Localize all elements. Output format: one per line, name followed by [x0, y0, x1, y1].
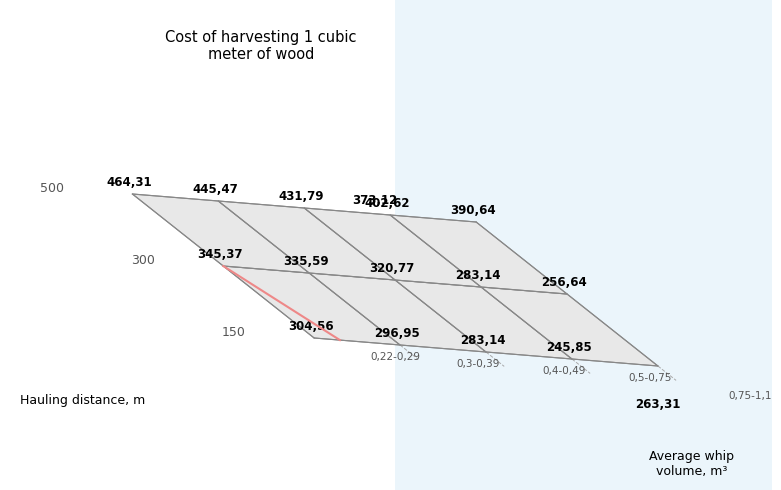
- Text: 0,3-0,39: 0,3-0,39: [457, 359, 500, 369]
- Polygon shape: [132, 194, 309, 273]
- Polygon shape: [309, 273, 486, 352]
- Text: 0,75-1,1: 0,75-1,1: [728, 391, 772, 401]
- Text: 431,79: 431,79: [279, 190, 324, 203]
- Text: 263,31: 263,31: [635, 398, 680, 411]
- Text: Hauling distance, m: Hauling distance, m: [20, 393, 145, 407]
- Text: 500: 500: [40, 182, 63, 195]
- Polygon shape: [223, 266, 400, 345]
- Polygon shape: [395, 0, 772, 490]
- Text: Average whip
volume, m³: Average whip volume, m³: [649, 450, 734, 478]
- Polygon shape: [395, 280, 572, 359]
- Text: 402,62: 402,62: [365, 197, 410, 210]
- Text: 390,64: 390,64: [451, 204, 496, 217]
- Text: 320,77: 320,77: [369, 262, 415, 275]
- Text: Cost of harvesting 1 cubic
meter of wood: Cost of harvesting 1 cubic meter of wood: [166, 30, 357, 62]
- Text: 345,37: 345,37: [198, 248, 243, 261]
- Text: 0,5-0,75: 0,5-0,75: [629, 373, 672, 383]
- Text: 464,31: 464,31: [106, 176, 152, 189]
- Polygon shape: [390, 215, 567, 294]
- Text: 283,14: 283,14: [460, 334, 506, 347]
- Text: 0,4-0,49: 0,4-0,49: [543, 367, 586, 376]
- Text: 283,14: 283,14: [455, 269, 501, 282]
- Text: 335,59: 335,59: [284, 255, 329, 268]
- Text: 445,47: 445,47: [192, 183, 238, 196]
- Text: 245,85: 245,85: [546, 341, 592, 354]
- Text: 296,95: 296,95: [374, 327, 420, 340]
- Polygon shape: [481, 287, 658, 366]
- Text: 150: 150: [222, 326, 245, 339]
- Text: 300: 300: [130, 254, 155, 267]
- Text: 373,12: 373,12: [352, 194, 398, 206]
- Text: 256,64: 256,64: [541, 276, 587, 289]
- Polygon shape: [305, 208, 481, 287]
- Text: 304,56: 304,56: [288, 320, 334, 333]
- Text: 0,22-0,29: 0,22-0,29: [371, 352, 421, 362]
- Polygon shape: [219, 201, 395, 280]
